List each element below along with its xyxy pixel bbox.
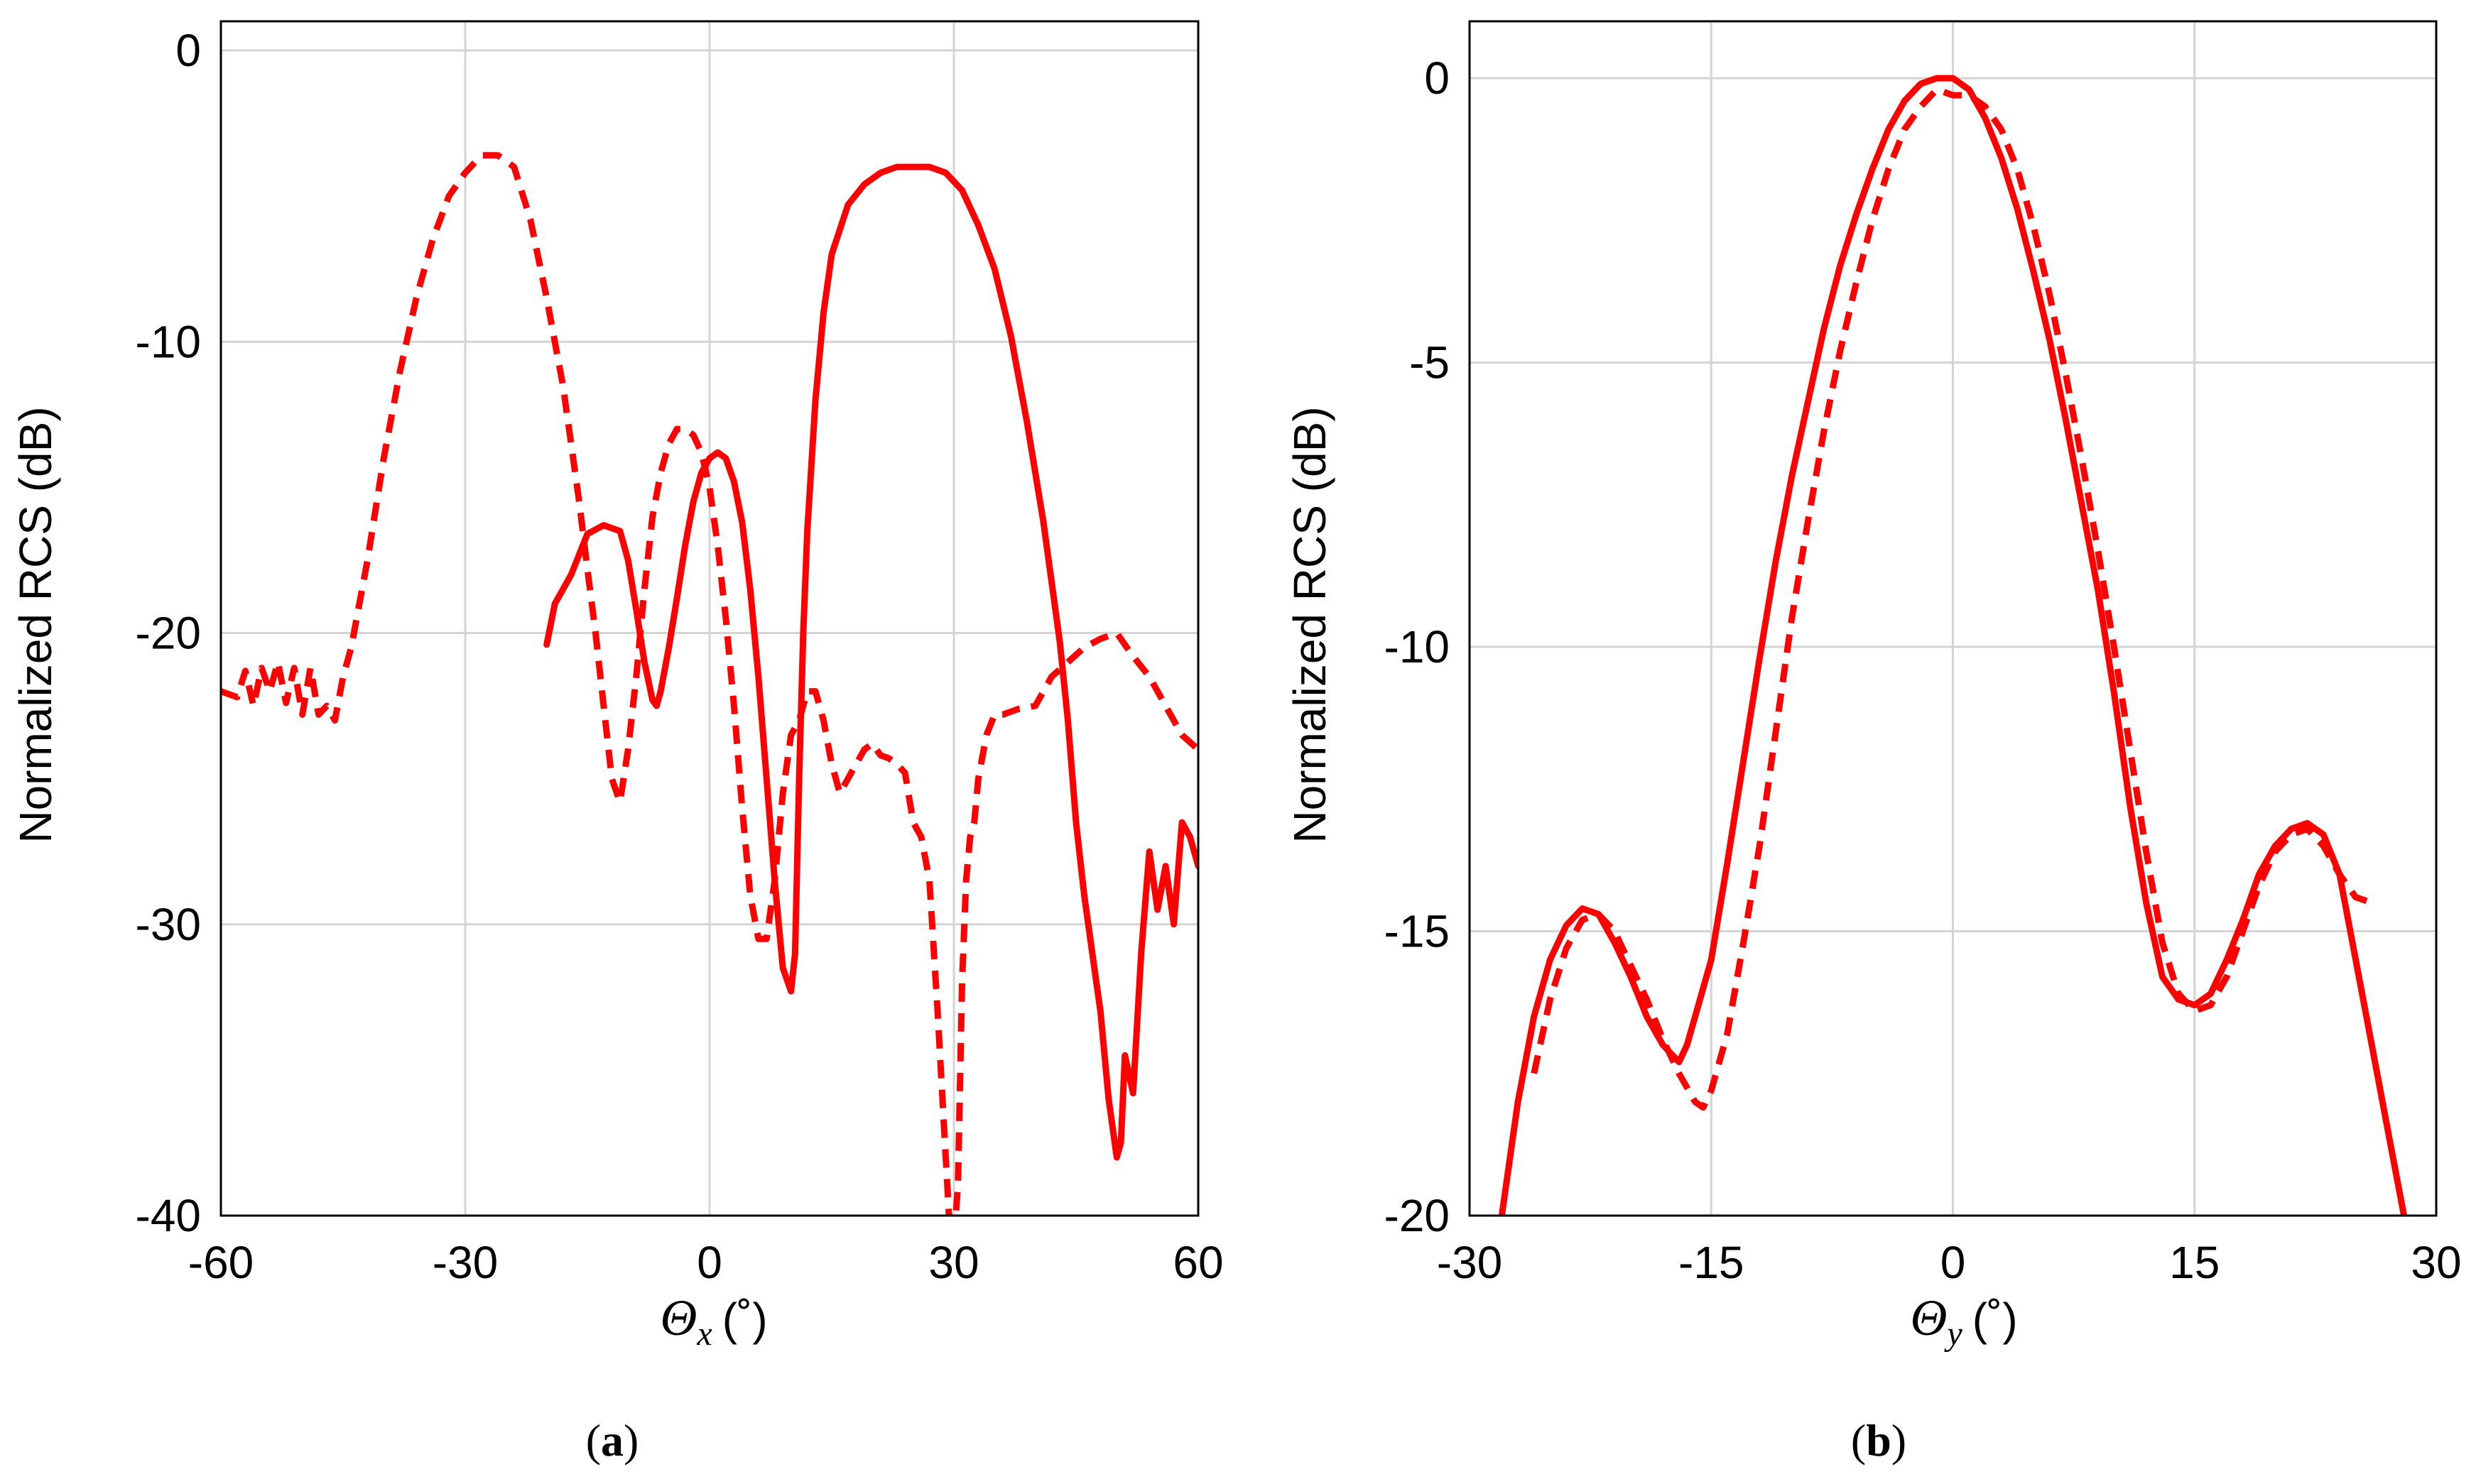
grid-a <box>219 21 1200 1217</box>
y-tick-labels-b: 0 -5 -10 -15 -20 <box>1384 53 1450 1241</box>
x-axis-label-b: Θy (˚) <box>1910 1289 2017 1353</box>
x-tick-label: -60 <box>188 1237 254 1288</box>
chart-panel-b: -30 -15 0 15 30 0 -5 -10 -15 -20 Normalized RCS … <box>1284 20 2462 1466</box>
x-tick-label: 30 <box>2411 1237 2461 1288</box>
series-line-dashed <box>221 152 1198 1216</box>
y-tick-label: -10 <box>136 316 202 367</box>
x-tick-label: 30 <box>928 1237 979 1288</box>
x-tick-label: -30 <box>433 1237 499 1288</box>
y-tick-label: 0 <box>1424 53 1450 104</box>
y-tick-label: -30 <box>136 899 202 950</box>
y-tick-label: -15 <box>1384 906 1450 957</box>
x-tick-label: 0 <box>697 1237 722 1288</box>
x-tick-label: 60 <box>1173 1237 1223 1288</box>
y-tick-label: -20 <box>136 608 202 659</box>
series-line-solid <box>1498 75 2408 1216</box>
x-tick-label: -15 <box>1678 1237 1744 1288</box>
y-tick-label: -40 <box>136 1190 202 1241</box>
y-tick-label: 0 <box>175 25 201 76</box>
y-axis-label-a: Normalized RCS (dB) <box>10 406 61 843</box>
chart-panel-a: -60 -30 0 30 60 0 -10 -20 -30 -40 Normalized RCS… <box>10 20 1224 1466</box>
x-axis-label-a: Θx (˚) <box>660 1289 767 1353</box>
x-tick-labels-b: -30 -15 0 15 30 <box>1437 1237 2462 1288</box>
x-tick-label: -30 <box>1437 1237 1503 1288</box>
grid-b <box>1468 21 2438 1217</box>
series-group-b <box>1498 75 2408 1216</box>
x-tick-label: 0 <box>1940 1237 1966 1288</box>
x-tick-labels-a: -60 -30 0 30 60 <box>188 1237 1224 1288</box>
series-line-dashed <box>1531 86 2373 1111</box>
plot-frame-a <box>219 20 1200 1217</box>
series-group-a <box>221 152 1198 1216</box>
y-tick-label: -5 <box>1409 337 1450 388</box>
y-axis-label-b: Normalized RCS (dB) <box>1284 406 1335 843</box>
y-tick-labels-a: 0 -10 -20 -30 -40 <box>136 25 202 1241</box>
panel-caption-a: (a) <box>586 1415 639 1466</box>
y-tick-label: -20 <box>1384 1190 1450 1241</box>
panel-caption-b: (b) <box>1851 1415 1906 1466</box>
series-line-solid <box>543 163 1198 1161</box>
y-tick-label: -10 <box>1384 621 1450 672</box>
x-tick-label: 15 <box>2169 1237 2220 1288</box>
plot-frame-b <box>1468 20 2438 1217</box>
